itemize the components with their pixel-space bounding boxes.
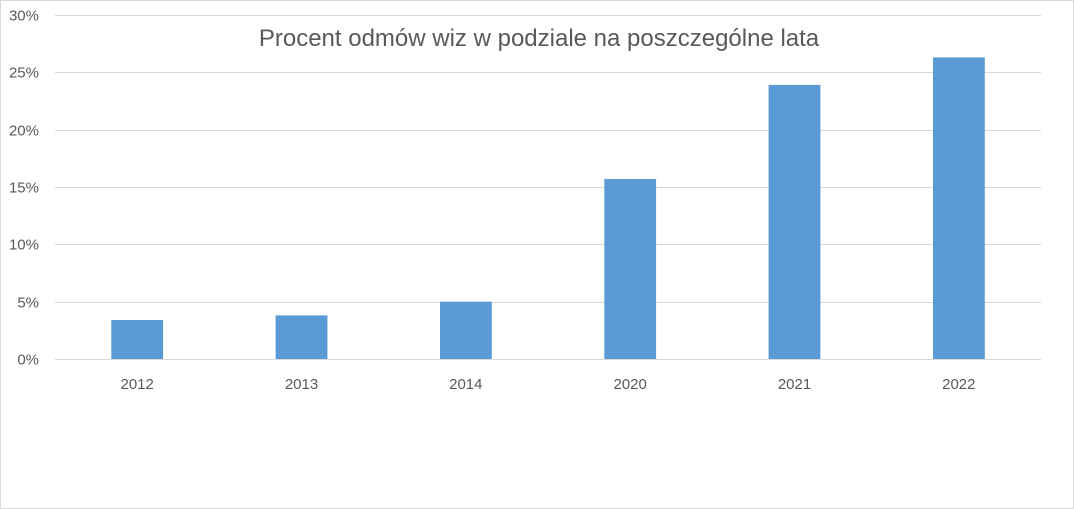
gridlines [55, 15, 1041, 360]
bar-2020 [604, 179, 657, 359]
bar-2014 [440, 301, 492, 359]
x-tick-label-2020: 2020 [614, 376, 647, 393]
y-tick-label: 5% [17, 295, 39, 312]
y-axis-tick-labels: 0% 5% 10% 15% 20% 25% 30% [9, 8, 39, 369]
bar-2013 [275, 315, 328, 359]
bar-2012 [111, 320, 164, 359]
y-tick-label: 30% [9, 8, 39, 25]
x-axis-tick-labels: 2012 2013 2014 2020 2021 2022 [121, 376, 976, 393]
chart-title: Procent odmów wiz w podziale na poszczeg… [259, 25, 820, 52]
bars [55, 57, 1041, 360]
y-tick-label: 10% [9, 237, 39, 254]
y-tick-label: 15% [9, 180, 39, 197]
x-tick-label-2014: 2014 [449, 376, 482, 393]
y-tick-label: 25% [9, 65, 39, 82]
y-tick-label: 20% [9, 123, 39, 140]
x-tick-label-2022: 2022 [942, 376, 975, 393]
y-tick-label: 0% [17, 352, 39, 369]
bar-2022 [933, 57, 985, 360]
x-tick-label-2021: 2021 [778, 376, 811, 393]
x-tick-label-2012: 2012 [121, 376, 154, 393]
bar-2021 [768, 84, 821, 360]
x-tick-label-2013: 2013 [285, 376, 318, 393]
